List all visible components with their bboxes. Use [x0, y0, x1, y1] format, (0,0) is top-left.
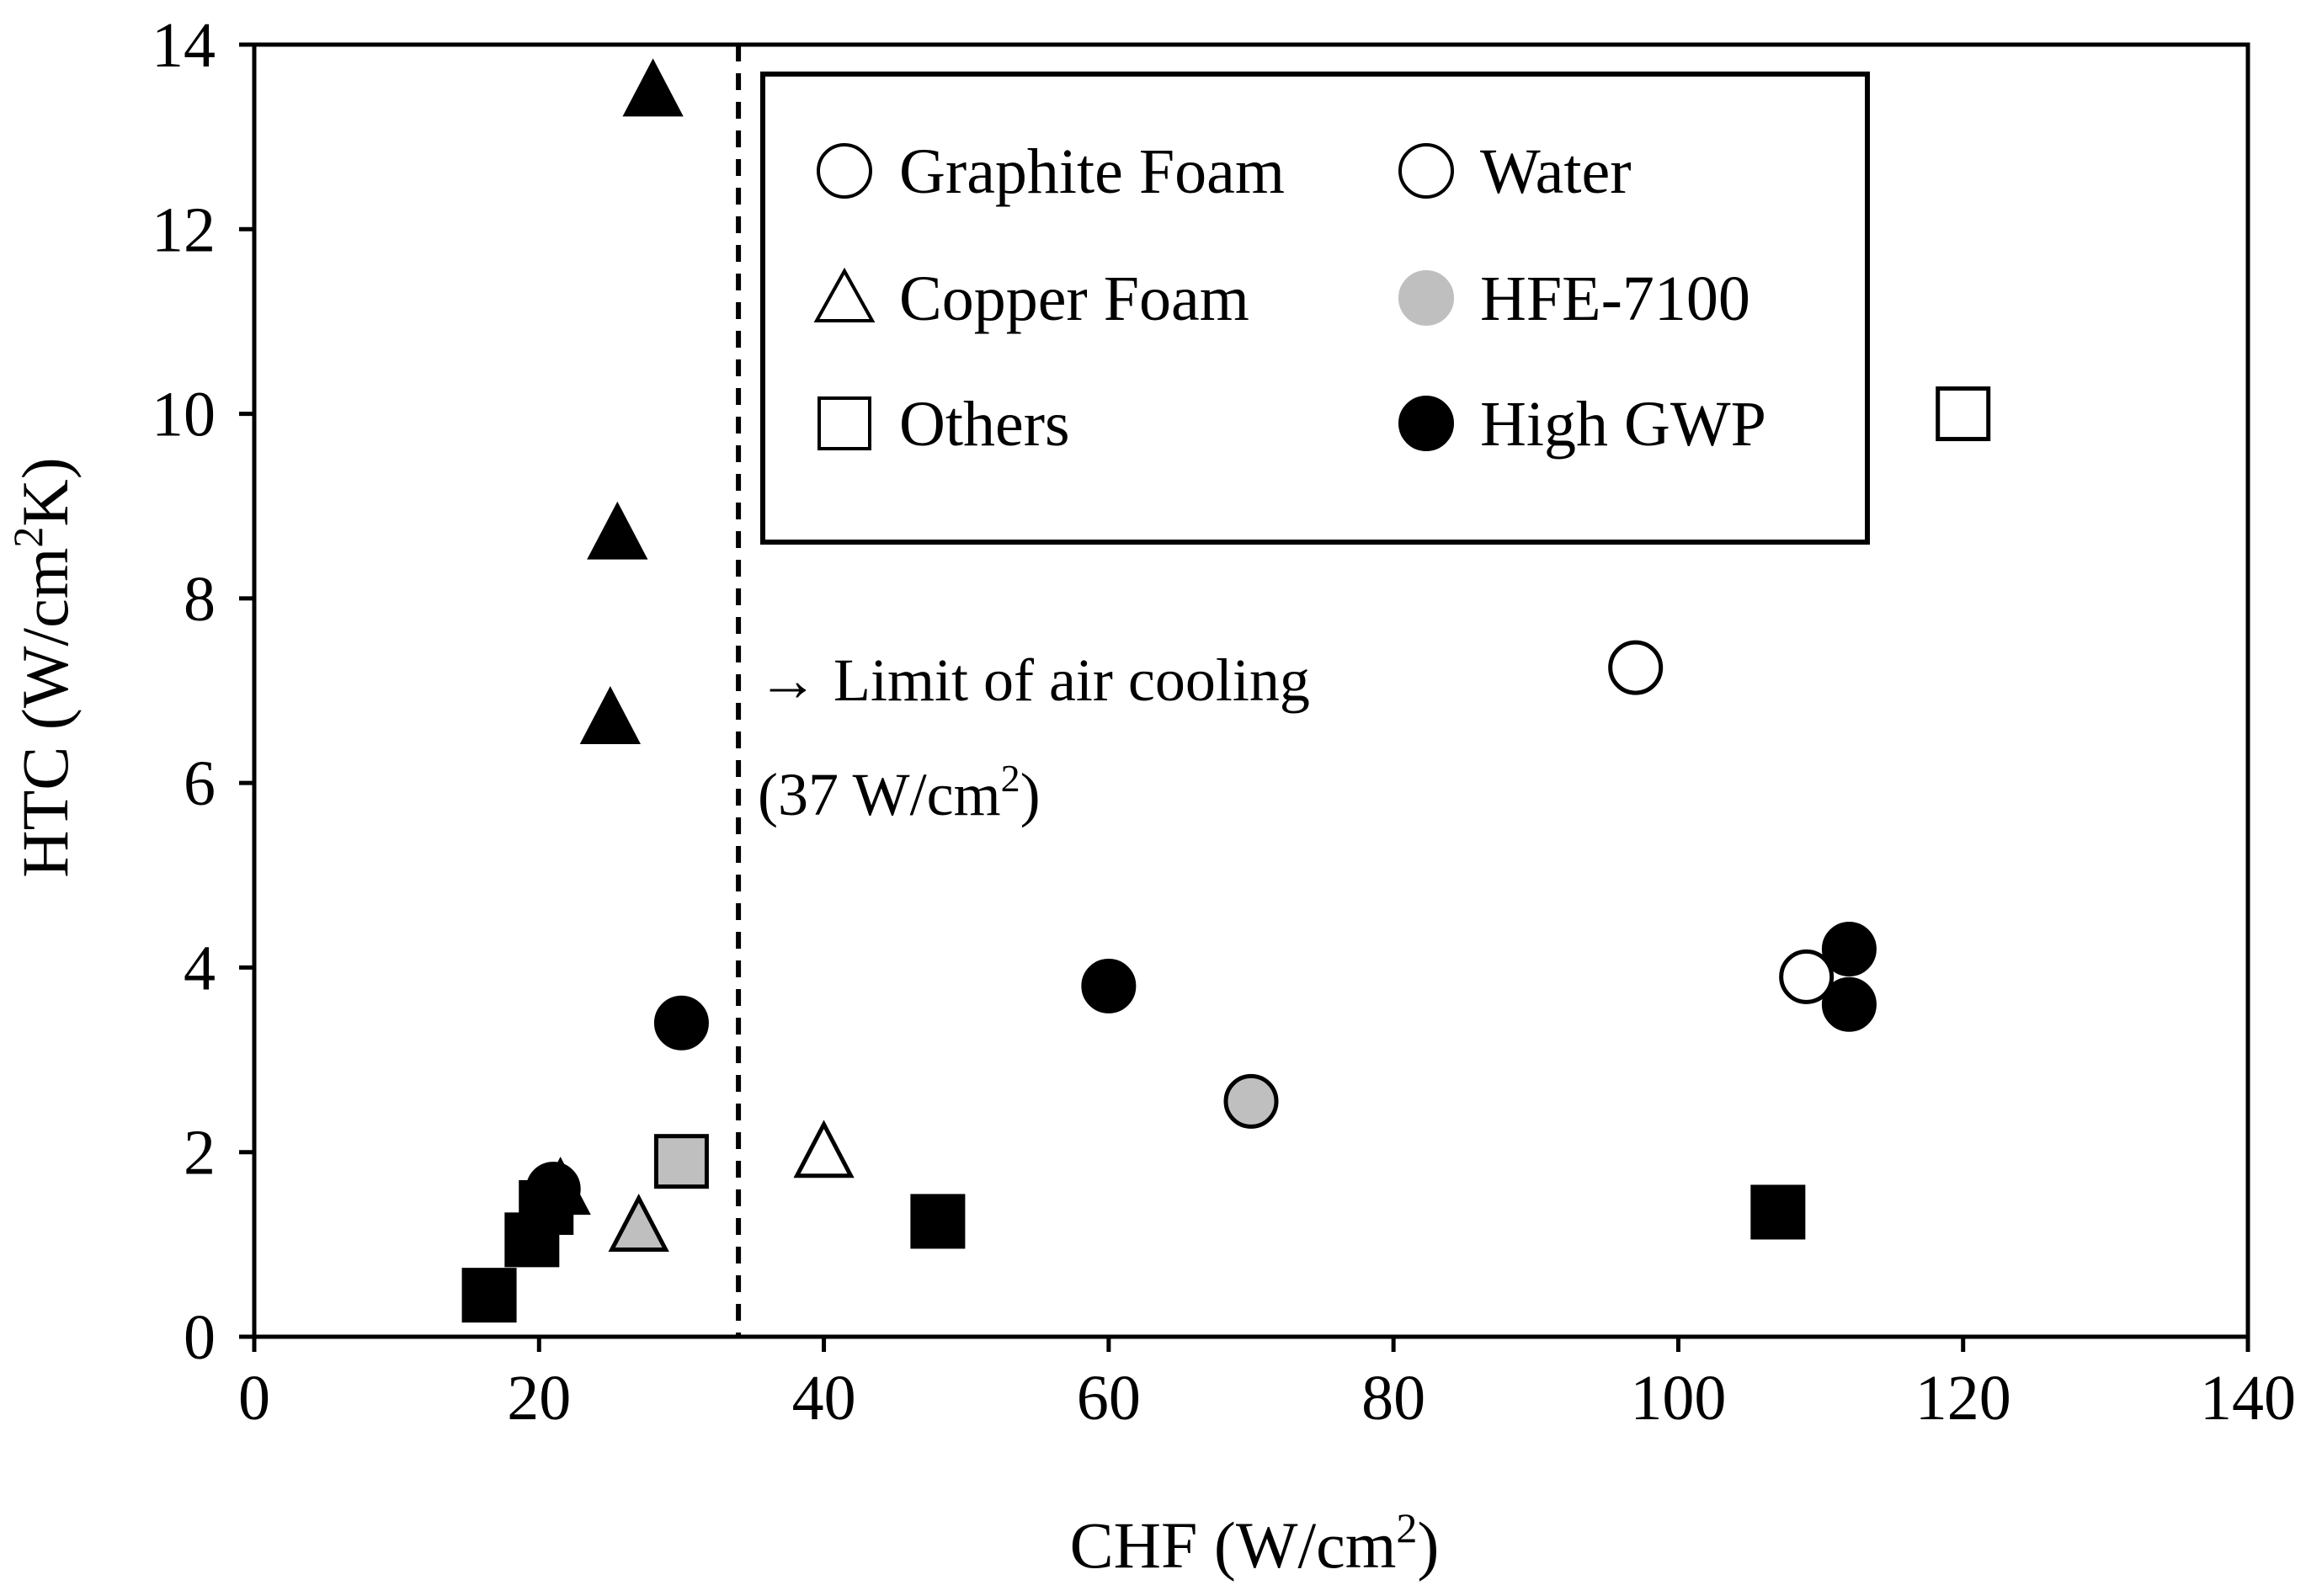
legend-shape-label: Others [899, 389, 1070, 460]
data-point-triangle [608, 1194, 669, 1252]
legend-items: Graphite Foam Copper Foam Others Water HFE-7… [813, 136, 1766, 460]
x-tick-label: 40 [792, 1363, 856, 1434]
legend-fluid-icon [1398, 270, 1454, 326]
air-cooling-limit-label: → Limit of air cooling [758, 646, 1310, 714]
data-point-square [461, 1268, 517, 1323]
data-points [461, 58, 1991, 1323]
data-point-circle [1608, 640, 1664, 695]
y-tick-label: 4 [184, 933, 216, 1003]
legend-fluid-label: HFE-7100 [1480, 263, 1750, 334]
legend-box [760, 72, 1870, 545]
legend-shape-label: Copper Foam [899, 263, 1249, 334]
y-tick-label: 2 [184, 1118, 216, 1189]
y-tick-label: 6 [184, 748, 216, 819]
x-tick-label: 100 [1630, 1363, 1726, 1434]
legend-shape-label: Graphite Foam [899, 136, 1285, 207]
legend: Graphite Foam Copper Foam Others Water HFE-7… [760, 72, 1870, 545]
legend-fluid-icon [1398, 396, 1454, 451]
x-tick-label: 120 [1915, 1363, 2011, 1434]
plot-area-frame [252, 42, 2250, 1339]
data-point-triangle [793, 1120, 855, 1178]
legend-fluid-label: High GWP [1480, 389, 1766, 460]
y-axis-label: HTC (W/cm2K) [4, 457, 82, 877]
y-tick-label: 12 [152, 194, 216, 265]
air-cooling-limit-value: (37 W/cm2) [758, 757, 1041, 828]
legend-square-icon [817, 396, 871, 450]
legend-circle-icon [817, 143, 872, 199]
x-axis-label: CHF (W/cm2) [1070, 1504, 1440, 1582]
legend-fluid-icon [1398, 143, 1454, 199]
data-point-square [519, 1180, 574, 1235]
legend-triangle-icon [813, 267, 876, 322]
x-tick-label: 80 [1361, 1363, 1425, 1434]
legend-fluid-label: Water [1480, 136, 1632, 207]
y-tick-label: 8 [184, 564, 216, 635]
data-point-square [910, 1194, 966, 1249]
data-point-circle [1821, 976, 1877, 1032]
data-point-circle [1081, 958, 1137, 1013]
x-tick-label: 0 [238, 1363, 270, 1434]
y-tick-label: 10 [152, 380, 216, 450]
data-point-circle [1821, 922, 1877, 976]
x-tick-label: 60 [1077, 1363, 1141, 1434]
y-tick-label: 14 [152, 10, 216, 81]
data-point-triangle [579, 686, 641, 744]
data-point-square [653, 1134, 709, 1189]
axis-ticks: 0 20 40 60 80 100 120 140 0 2 4 6 8 10 12 14 [152, 10, 2296, 1434]
x-tick-label: 140 [2200, 1363, 2296, 1434]
y-tick-label: 0 [184, 1302, 216, 1373]
x-tick-label: 20 [507, 1363, 571, 1434]
data-point-circle [653, 995, 709, 1051]
data-point-square [1750, 1184, 1806, 1240]
data-point-triangle [587, 501, 648, 560]
data-point-circle [1779, 949, 1835, 1004]
data-point-square [1936, 386, 1991, 442]
data-point-triangle [622, 58, 684, 117]
data-point-circle [1223, 1073, 1279, 1129]
